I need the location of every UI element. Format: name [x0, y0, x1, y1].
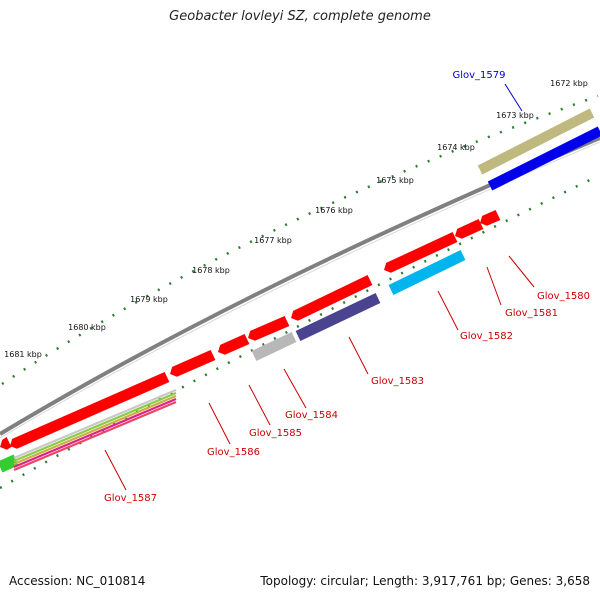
tick-label: 1675 kbp	[376, 176, 414, 185]
gene-strand	[13, 388, 177, 460]
gene-label-leader	[508, 255, 535, 288]
gene-label-leader	[208, 402, 231, 445]
gene-strand	[13, 397, 177, 469]
gene-label-leader	[504, 83, 523, 112]
tick-label: 1676 kbp	[315, 206, 353, 215]
gene-label-leader	[248, 384, 271, 426]
gene-label-leader	[104, 449, 127, 491]
gene-label: Glov_1585	[249, 428, 302, 439]
tick-label: 1679 kbp	[130, 295, 168, 304]
genome-stats-text: Topology: circular; Length: 3,917,761 bp…	[260, 574, 590, 588]
gene-strand	[13, 400, 177, 472]
gene-track-gray	[251, 332, 297, 361]
gene-arrow-red	[0, 437, 12, 450]
gene-label: Glov_1587	[104, 493, 157, 504]
gene-track-cyan	[388, 250, 466, 295]
gene-track-olive	[477, 108, 595, 175]
gene-track-blue	[487, 126, 600, 191]
gene-label: Glov_1584	[285, 410, 338, 421]
tick-label: 1680 kbp	[68, 323, 106, 332]
tick-label: 1681 kbp	[4, 350, 42, 359]
gene-label: Glov_1583	[371, 376, 424, 387]
tick-label: 1672 kbp	[550, 79, 588, 88]
gene-track-green	[0, 454, 19, 473]
gene-arrow-red	[248, 316, 290, 341]
gene-label: Glov_1581	[505, 308, 558, 319]
gene-arrow-red	[384, 232, 458, 273]
gene-arrow-red	[455, 219, 484, 239]
accession-text: Accession: NC_010814	[9, 574, 146, 588]
gene-label: Glov_1580	[537, 291, 590, 302]
gene-strand	[13, 394, 177, 466]
gene-label: Glov_1582	[460, 331, 513, 342]
genome-backbone	[0, 136, 600, 436]
gene-strand	[13, 391, 177, 463]
tick-label: 1673 kbp	[496, 111, 534, 120]
gene-arrow-red	[170, 350, 216, 377]
gene-arrow-red	[218, 334, 250, 355]
gene-arrow-red	[10, 372, 170, 449]
outer-tick-ring	[1, 94, 599, 386]
gene-label-leader	[437, 290, 459, 331]
map-title: Geobacter lovleyi SZ, complete genome	[169, 9, 431, 24]
gene-arrow-red	[291, 275, 373, 321]
gene-label-leader	[486, 266, 502, 306]
gene-track-navy	[295, 293, 381, 341]
tick-label: 1677 kbp	[254, 236, 292, 245]
gene-label-leader	[348, 336, 369, 375]
genome-backbone-highlight	[0, 141, 600, 439]
gene-label: Glov_1586	[207, 447, 260, 458]
tick-label: 1678 kbp	[192, 266, 230, 275]
gene-arrow-red	[480, 210, 501, 226]
gene-label: Glov_1579	[452, 70, 505, 81]
gene-label-leader	[283, 368, 307, 409]
tick-label: 1674 kbp	[437, 143, 475, 152]
